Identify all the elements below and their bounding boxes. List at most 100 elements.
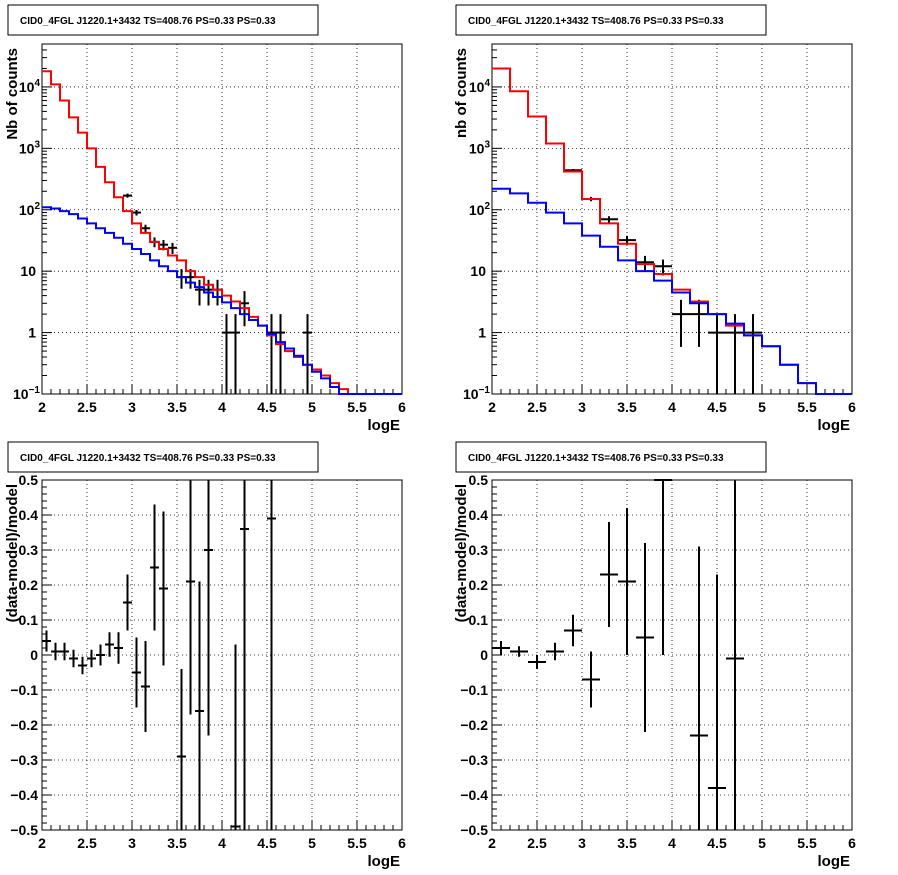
x-tick-label: 3 bbox=[128, 835, 136, 851]
x-tick-label: 4.5 bbox=[257, 835, 277, 851]
residual-point bbox=[186, 480, 195, 715]
x-tick-label: 4.5 bbox=[707, 399, 727, 415]
residual-point bbox=[618, 508, 636, 655]
chart-title-box bbox=[7, 4, 319, 36]
y-tick-label: −0.1 bbox=[10, 682, 38, 698]
residual-point bbox=[69, 649, 78, 668]
x-tick-label: 2.5 bbox=[77, 399, 97, 415]
residual-point bbox=[141, 641, 150, 732]
x-tick-label: 2 bbox=[38, 835, 46, 851]
data-point bbox=[141, 224, 150, 233]
residual-point bbox=[60, 642, 69, 661]
x-tick-label: 5 bbox=[758, 835, 766, 851]
y-tick-label: −0.2 bbox=[10, 717, 38, 733]
data-point bbox=[222, 314, 231, 394]
residual-point bbox=[510, 646, 528, 657]
data-point bbox=[276, 314, 285, 394]
residual-point bbox=[150, 504, 159, 631]
data-point bbox=[123, 193, 132, 198]
x-tick-label: 4 bbox=[668, 835, 676, 851]
residual-point bbox=[195, 581, 204, 830]
y-tick-label: 0.1 bbox=[19, 612, 39, 628]
y-tick-label: 0.2 bbox=[19, 577, 39, 593]
x-tick-label: 6 bbox=[848, 399, 856, 415]
x-tick-label: 4.5 bbox=[707, 835, 727, 851]
y-tick-label: 104 bbox=[469, 78, 491, 95]
residual-point bbox=[708, 574, 726, 830]
residual-point bbox=[492, 641, 510, 655]
residual-point bbox=[177, 669, 186, 830]
chart-title-box bbox=[455, 4, 767, 36]
data-point bbox=[267, 314, 276, 394]
chart-pad-4: 2 2.5 3 3.5 4 4.5 5 5.5 6 −0.5 −0.4 −0.3 −0.2 −0.1 0 0.… bbox=[453, 441, 856, 870]
chart-title-box bbox=[7, 441, 319, 473]
data-point bbox=[744, 314, 762, 394]
y-tick-label: 0.3 bbox=[469, 542, 489, 558]
x-tick-label: 5.5 bbox=[797, 399, 817, 415]
x-tick-label: 6 bbox=[398, 835, 406, 851]
y-tick-label: 0 bbox=[480, 647, 488, 663]
x-tick-label: 3.5 bbox=[617, 835, 637, 851]
y-tick-label: 0.5 bbox=[469, 472, 489, 488]
x-tick-label: 3.5 bbox=[167, 835, 187, 851]
x-tick-label: 4 bbox=[218, 835, 226, 851]
y-tick-label: −0.1 bbox=[460, 682, 488, 698]
y-tick-label: −0.4 bbox=[10, 787, 38, 803]
chart-title: CID0_4FGL J1220.1+3432 TS=408.76 PS=0.33… bbox=[20, 453, 276, 464]
y-tick-label: 0 bbox=[30, 647, 38, 663]
y-tick-label: 103 bbox=[19, 139, 41, 156]
residual-point bbox=[654, 479, 672, 655]
residual-point bbox=[96, 644, 105, 666]
residual-point bbox=[114, 632, 123, 664]
x-tick-label: 6 bbox=[848, 835, 856, 851]
data-point bbox=[168, 242, 177, 254]
y-tick-label: 1 bbox=[28, 325, 36, 341]
y-tick-label: 102 bbox=[469, 201, 491, 218]
y-tick-label: −0.3 bbox=[460, 752, 488, 768]
x-axis-title: logE bbox=[368, 853, 401, 870]
y-tick-label: 102 bbox=[19, 201, 41, 218]
y-axis-title: (data-model)/model bbox=[453, 484, 470, 622]
data-point bbox=[654, 259, 672, 276]
x-tick-label: 2.5 bbox=[77, 835, 97, 851]
y-tick-label: 0.4 bbox=[19, 507, 39, 523]
x-tick-label: 3 bbox=[128, 399, 136, 415]
x-tick-label: 2 bbox=[38, 399, 46, 415]
y-tick-label: 10 bbox=[470, 263, 486, 279]
residual-point bbox=[132, 637, 141, 708]
data-point bbox=[726, 314, 744, 394]
chart-title: CID0_4FGL J1220.1+3432 TS=408.76 PS=0.33… bbox=[468, 16, 724, 27]
y-tick-label: 0.2 bbox=[469, 577, 489, 593]
x-tick-label: 6 bbox=[398, 399, 406, 415]
x-axis-title: logE bbox=[368, 417, 401, 434]
residual-point bbox=[546, 642, 564, 661]
x-tick-label: 3 bbox=[578, 399, 586, 415]
chart-pad-3: 2 2.5 3 3.5 4 4.5 5 5.5 6 −0.5 −0.4 −0.3 −0.2 −0.1 0 0.… bbox=[4, 441, 406, 870]
y-tick-label: −0.3 bbox=[10, 752, 38, 768]
chart-pad-2: 2 2.5 3 3.5 4 4.5 5 5.5 6 10−1 1 10 102 103 104 CID0_4F… bbox=[453, 4, 856, 434]
y-tick-label: 104 bbox=[19, 78, 41, 95]
x-tick-label: 4.5 bbox=[257, 399, 277, 415]
x-tick-label: 2 bbox=[488, 835, 496, 851]
chart-title: CID0_4FGL J1220.1+3432 TS=408.76 PS=0.33… bbox=[20, 16, 276, 27]
y-tick-label: 1 bbox=[478, 325, 486, 341]
x-tick-label: 5.5 bbox=[347, 835, 367, 851]
residual-point bbox=[636, 543, 654, 732]
y-tick-label: −0.5 bbox=[460, 822, 488, 838]
residual-point bbox=[51, 642, 60, 661]
chart-pad-1: 2 2.5 3 3.5 4 4.5 5 5.5 6 10−1 1 10 102 103 104 CID0_4F… bbox=[4, 4, 406, 434]
residual-point bbox=[78, 656, 87, 675]
plot-frame bbox=[41, 43, 403, 395]
x-tick-label: 3.5 bbox=[167, 399, 187, 415]
x-tick-label: 4 bbox=[218, 399, 226, 415]
y-tick-label: 10−1 bbox=[463, 385, 490, 402]
data-point bbox=[303, 314, 312, 394]
x-tick-label: 3.5 bbox=[617, 399, 637, 415]
x-tick-label: 5 bbox=[308, 399, 316, 415]
x-tick-label: 2.5 bbox=[527, 399, 547, 415]
x-axis-title: logE bbox=[818, 417, 851, 434]
y-tick-label: 103 bbox=[469, 139, 491, 156]
x-tick-label: 5 bbox=[758, 399, 766, 415]
series-blue-step-line bbox=[492, 187, 852, 395]
